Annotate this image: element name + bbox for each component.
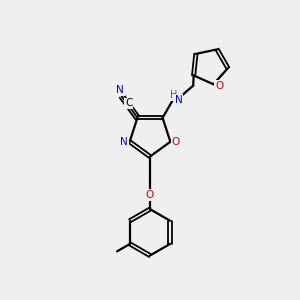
- Text: C: C: [125, 98, 132, 108]
- Text: N: N: [175, 94, 183, 104]
- Text: N: N: [116, 85, 124, 95]
- Text: O: O: [146, 190, 154, 200]
- Text: O: O: [215, 81, 224, 91]
- Text: H: H: [170, 90, 177, 100]
- Text: N: N: [120, 137, 128, 147]
- Text: O: O: [172, 137, 180, 147]
